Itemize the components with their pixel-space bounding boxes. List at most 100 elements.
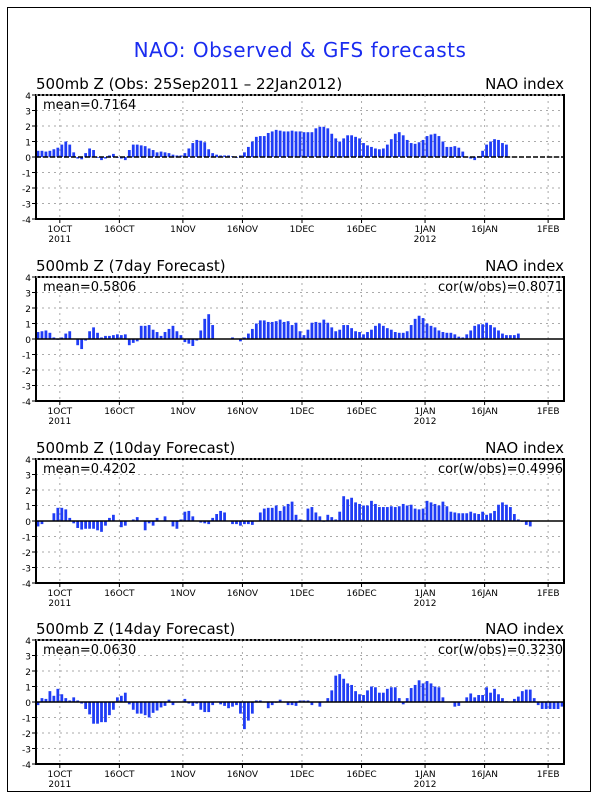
bar xyxy=(211,325,214,339)
bar xyxy=(342,679,345,702)
bar xyxy=(442,502,445,521)
bar xyxy=(442,332,445,339)
bar xyxy=(295,515,298,521)
bar xyxy=(291,325,294,339)
y-tick-label: 0 xyxy=(25,699,31,709)
bar xyxy=(342,325,345,339)
bar xyxy=(37,332,40,339)
bar xyxy=(88,148,91,157)
bar xyxy=(346,683,349,702)
bar xyxy=(247,147,250,157)
bar xyxy=(338,330,341,339)
bar xyxy=(64,509,67,521)
y-tick-label: 3 xyxy=(25,108,31,118)
bar xyxy=(493,689,496,702)
y-tick-label: 4 xyxy=(25,92,31,102)
bar xyxy=(497,330,500,339)
y-tick-label: -2 xyxy=(22,185,31,195)
bar xyxy=(517,334,520,339)
bar xyxy=(477,514,480,521)
bar xyxy=(382,326,385,339)
bar xyxy=(489,513,492,521)
bar xyxy=(414,144,417,157)
bar xyxy=(52,149,55,157)
bar xyxy=(394,687,397,702)
bar xyxy=(386,145,389,157)
bar xyxy=(172,521,175,526)
bar xyxy=(346,499,349,521)
bar xyxy=(410,325,413,339)
bar xyxy=(549,702,552,709)
bar xyxy=(49,691,52,702)
bar xyxy=(442,142,445,158)
bar xyxy=(378,693,381,702)
bar xyxy=(481,324,484,339)
bar xyxy=(96,521,99,530)
bar xyxy=(406,140,409,157)
x-tick-label: 16DEC xyxy=(346,407,376,417)
bar xyxy=(394,332,397,339)
bar xyxy=(481,151,484,157)
y-tick-label: -4 xyxy=(22,580,31,590)
bar xyxy=(434,327,437,339)
bar xyxy=(469,693,472,702)
bar xyxy=(41,331,44,339)
bar xyxy=(350,498,353,521)
bar xyxy=(350,135,353,157)
bar xyxy=(338,674,341,702)
panel-3: 500mb Z (10day Forecast) NAO index43210-1… xyxy=(22,439,564,609)
bar xyxy=(485,687,488,702)
bar xyxy=(398,333,401,339)
bar xyxy=(438,136,441,157)
bar xyxy=(501,143,504,157)
bar xyxy=(287,131,290,157)
bar xyxy=(430,326,433,339)
bar xyxy=(76,521,79,528)
bar xyxy=(541,702,544,709)
bar xyxy=(553,702,556,709)
bar xyxy=(406,331,409,339)
y-tick-label: -3 xyxy=(22,383,31,393)
bar xyxy=(287,321,290,339)
bar xyxy=(100,521,103,532)
bar xyxy=(362,143,365,157)
bar xyxy=(481,695,484,702)
bar xyxy=(219,511,222,521)
x-tick-label: 16JAN xyxy=(471,589,498,599)
bar xyxy=(497,694,500,702)
x-tick-label: 16OCT xyxy=(104,770,135,780)
bar xyxy=(191,143,194,157)
bar xyxy=(92,702,95,724)
bar xyxy=(263,509,266,521)
bar xyxy=(275,321,278,339)
bar xyxy=(430,135,433,157)
correlation-label: cor(w/obs)=0.8071 xyxy=(438,280,563,295)
bar xyxy=(52,696,55,702)
x-tick-sublabel: 2011 xyxy=(48,599,71,609)
bar xyxy=(148,148,151,157)
bar xyxy=(279,320,282,339)
bar xyxy=(426,681,429,702)
x-tick-label: 1OCT xyxy=(48,407,73,417)
bar xyxy=(144,326,147,339)
bar xyxy=(132,145,135,157)
bar xyxy=(303,132,306,157)
bar xyxy=(426,324,429,340)
bar xyxy=(60,508,63,521)
bar xyxy=(259,512,262,521)
bar xyxy=(418,142,421,157)
bar xyxy=(445,506,448,521)
bar xyxy=(374,687,377,702)
bar xyxy=(434,504,437,521)
bar xyxy=(342,138,345,157)
bar xyxy=(247,702,250,721)
y-tick-label: 2 xyxy=(25,487,31,497)
bar xyxy=(406,506,409,522)
bar xyxy=(374,326,377,339)
bar xyxy=(414,319,417,339)
bar xyxy=(402,135,405,157)
panel-right-label: NAO index xyxy=(485,257,564,275)
bar xyxy=(326,515,329,521)
bar xyxy=(299,331,302,339)
bar xyxy=(390,139,393,157)
